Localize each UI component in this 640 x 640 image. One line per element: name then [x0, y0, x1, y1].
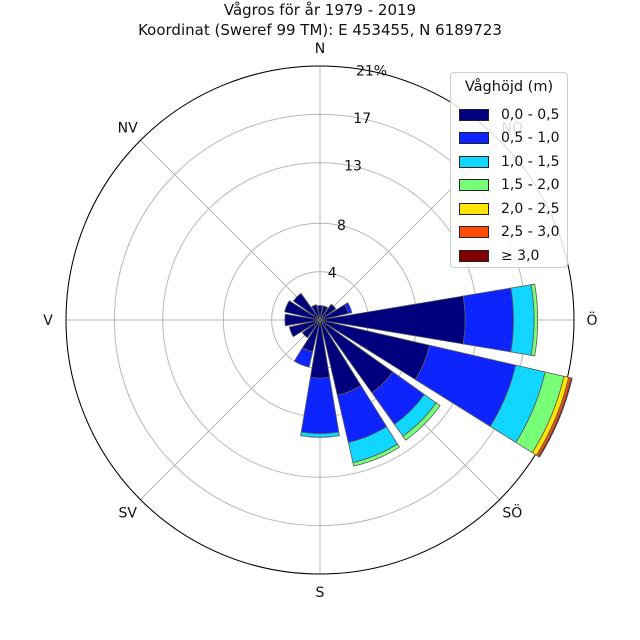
chart-title-block: Vågros för år 1979 - 2019 Koordinat (Swe…	[0, 0, 640, 40]
grid-spoke	[140, 319, 321, 500]
rose-bars	[284, 283, 573, 467]
rose-bar-segment	[293, 347, 314, 368]
compass-label: Ö	[586, 311, 597, 329]
legend-label: 1,5 - 2,0	[501, 177, 560, 194]
compass-label: SV	[118, 505, 137, 521]
legend-label: 0,5 - 1,0	[501, 130, 560, 147]
rose-bar-segment	[284, 300, 321, 321]
rose-bar-segment	[402, 402, 441, 441]
legend-swatch	[459, 202, 489, 215]
rose-bar-segment	[311, 304, 321, 321]
chart-subtitle: Koordinat (Sweref 99 TM): E 453455, N 61…	[138, 21, 502, 39]
radial-tick-label: 17	[353, 111, 371, 127]
legend-item: 1,0 - 1,5	[459, 150, 559, 174]
compass-label: NV	[118, 121, 138, 137]
radial-tick-label: 13	[344, 159, 362, 175]
rose-bar-segment	[317, 305, 323, 321]
rose-bar-segment	[301, 319, 321, 339]
legend-swatch	[459, 108, 489, 121]
rose-bar-segment	[319, 303, 337, 321]
legend-item: 2,5 - 3,0	[459, 221, 559, 245]
legend-item: ≥ 3,0	[459, 244, 559, 268]
compass-label: SÖ	[502, 503, 522, 521]
rose-bar-segment	[530, 283, 539, 357]
legend-label: 0,0 - 0,5	[501, 106, 560, 123]
legend-rows: 0,0 - 0,5 0,5 - 1,0 1,0 - 1,5 1,5 - 2,0 2,0 …	[459, 103, 559, 268]
rose-bar-segment	[462, 287, 514, 353]
compass-label: S	[316, 585, 325, 601]
rose-bar-segment	[510, 284, 535, 356]
legend-item: 0,0 - 0,5	[459, 103, 559, 127]
polar-labels: NNOÖSÖSSVVNV48131721%	[43, 41, 597, 601]
legend-item: 2,0 - 2,5	[459, 197, 559, 221]
legend-swatch	[459, 179, 489, 192]
rose-bar-segment	[352, 443, 401, 467]
rose-bar-segment	[288, 319, 321, 338]
legend-swatch	[459, 155, 489, 168]
radial-tick-label: 4	[328, 266, 337, 282]
legend-swatch	[459, 226, 489, 239]
legend-swatch	[459, 249, 489, 262]
chart-title: Vågros för år 1979 - 2019	[223, 1, 417, 19]
rose-bar-segment	[284, 313, 321, 327]
rose-bar-segment	[537, 377, 573, 458]
grid-spoke	[140, 140, 321, 321]
legend-swatch	[459, 132, 489, 145]
radial-tick-label: 8	[337, 218, 346, 234]
legend-item: 1,5 - 2,0	[459, 174, 559, 198]
compass-label: V	[43, 313, 53, 329]
rose-bar-segment	[344, 302, 353, 314]
legend-item: 0,5 - 1,0	[459, 127, 559, 151]
radial-tick-label: 21%	[356, 64, 387, 80]
polar-frame	[65, 65, 575, 575]
legend-label: 2,5 - 3,0	[501, 224, 560, 241]
rose-bar-segment	[300, 431, 340, 438]
legend-label: 2,0 - 2,5	[501, 200, 560, 217]
legend-label: ≥ 3,0	[501, 247, 540, 264]
rose-bar-segment	[300, 376, 340, 435]
legend-title: Våghöjd (m)	[464, 79, 554, 95]
rose-bar-segment	[292, 292, 321, 321]
legend-label: 1,0 - 1,5	[501, 153, 560, 170]
compass-label: N	[315, 41, 325, 57]
legend: Våghöjd (m) 0,0 - 0,5 0,5 - 1,0 1,0 - 1,5 1…	[450, 72, 568, 268]
rose-bar-segment	[319, 305, 329, 321]
